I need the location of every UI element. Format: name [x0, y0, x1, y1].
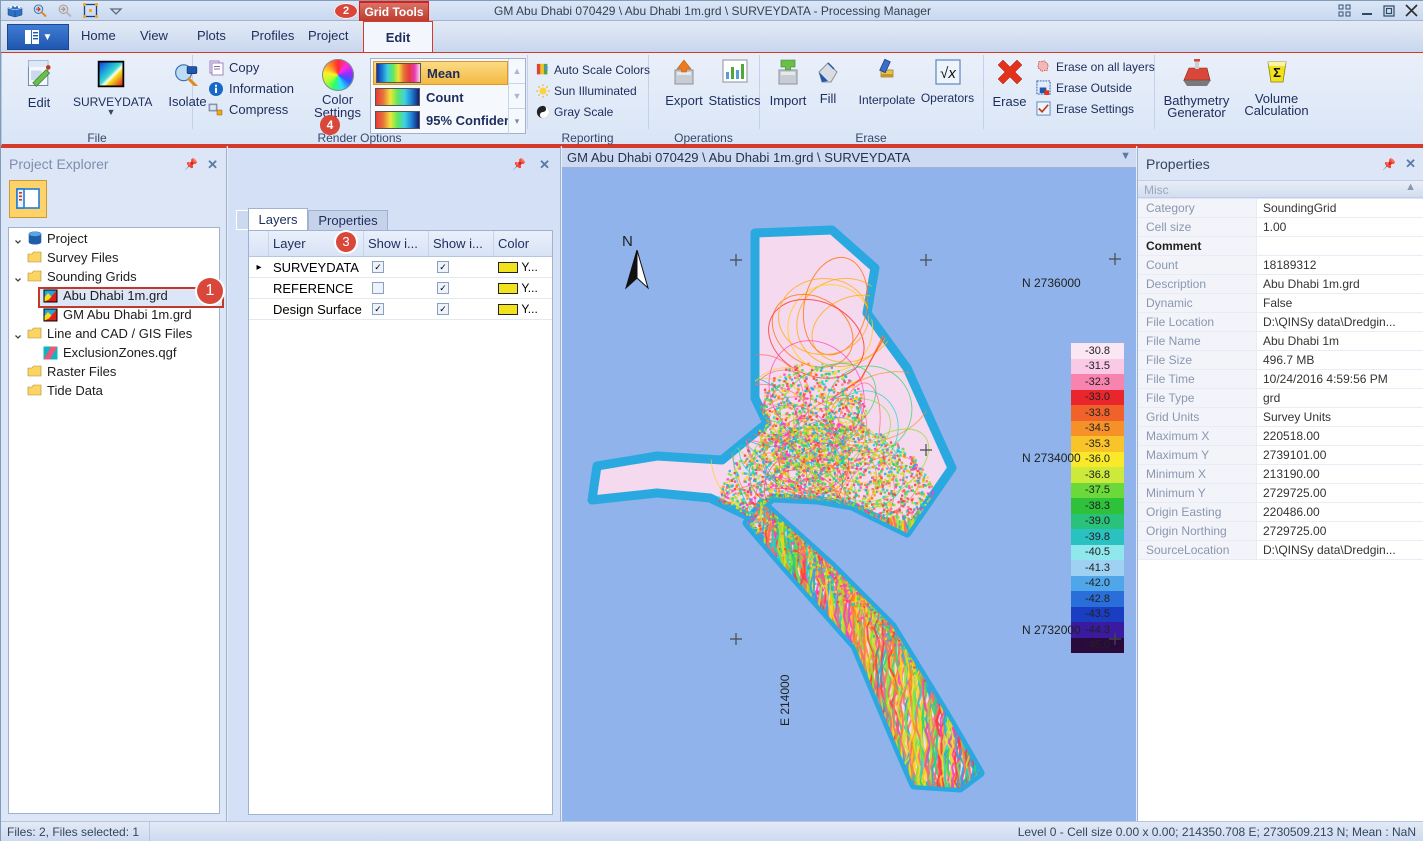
svg-text:Σ: Σ: [1273, 65, 1281, 80]
svg-text:√x: √x: [940, 65, 956, 82]
